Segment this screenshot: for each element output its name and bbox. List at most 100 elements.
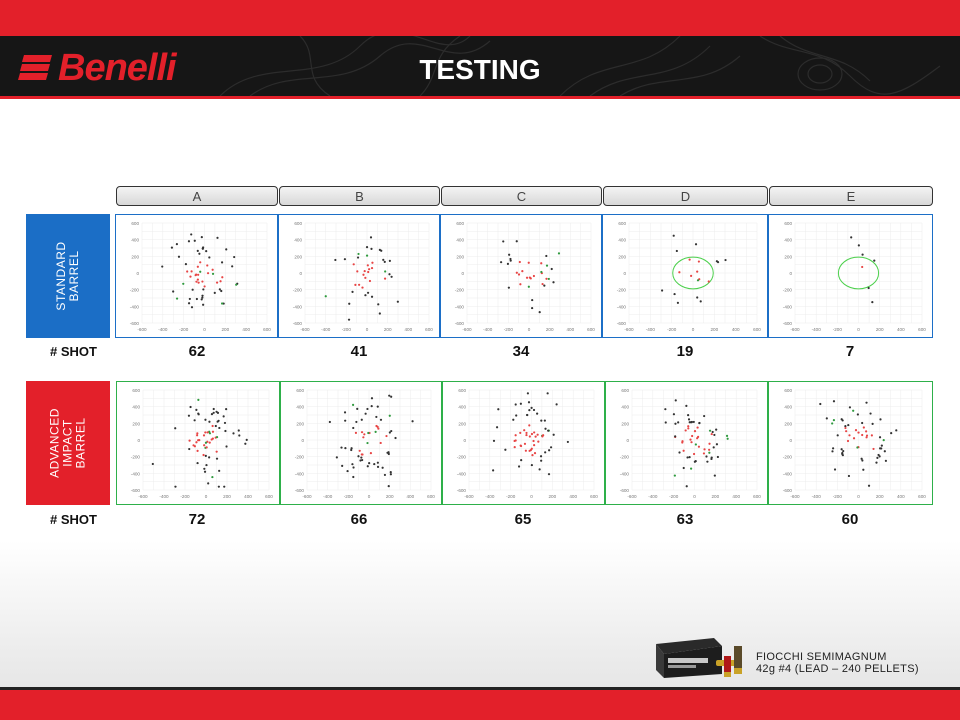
shot-point — [846, 439, 850, 443]
shot-point — [378, 312, 381, 315]
shot-point — [184, 263, 188, 266]
shot-point — [198, 252, 201, 255]
shot-point — [200, 235, 203, 239]
y-tick-label: 400 — [296, 405, 304, 410]
shot-point — [363, 269, 366, 273]
shot-point — [525, 433, 528, 437]
shot-point — [872, 447, 875, 451]
y-tick-label: -200 — [295, 455, 305, 460]
shot-point — [334, 258, 337, 262]
shot-point — [214, 424, 217, 428]
shot-point — [374, 430, 377, 433]
shot-point — [832, 400, 836, 403]
shot-point — [174, 427, 177, 430]
shot-point — [364, 412, 367, 415]
shot-point — [370, 247, 373, 250]
pattern-panel-advanced-e: 600 400 200 0 -200 -400 -600 -600 -400 -200 0 200 40… — [768, 381, 933, 505]
x-tick-label: -600 — [464, 494, 474, 499]
ammo-name: FIOCCHI SEMIMAGNUM — [756, 651, 887, 663]
scatter-plot: 600 400 200 0 -200 -400 -600-600 -400 -200 0 200 40… — [783, 221, 926, 332]
x-tick-label: -200 — [833, 494, 843, 499]
shot-point — [396, 300, 399, 303]
shot-point — [875, 461, 878, 464]
logo-mark-icon — [18, 53, 54, 83]
shot-point — [211, 272, 215, 275]
shot-point — [677, 421, 680, 424]
shot-point — [175, 297, 179, 300]
shot-point — [689, 438, 692, 441]
shot-point — [548, 449, 551, 452]
shot-point — [196, 265, 199, 268]
shot-label-advanced: # SHOT — [50, 512, 97, 527]
shot-point — [540, 459, 543, 462]
shot-point — [216, 236, 219, 239]
shot-point — [819, 402, 822, 406]
shot-point — [195, 280, 198, 283]
x-tick-label: 600 — [263, 327, 271, 332]
shot-point — [196, 461, 199, 465]
x-tick-label: -400 — [159, 494, 169, 499]
x-tick-label: 0 — [205, 494, 208, 499]
shot-point — [201, 294, 204, 297]
shot-point — [690, 467, 693, 470]
shot-point — [381, 466, 384, 469]
shot-point — [218, 288, 221, 291]
shot-point — [370, 397, 374, 400]
x-tick-label: 600 — [590, 494, 598, 499]
shot-point — [359, 459, 362, 462]
shot-point — [825, 417, 828, 420]
x-tick-label: 600 — [918, 494, 926, 499]
shot-point — [362, 436, 365, 439]
bottom-dark-line — [0, 687, 960, 690]
shot-point — [545, 254, 548, 258]
shot-point — [707, 280, 710, 283]
shot-point — [358, 449, 361, 452]
shot-point — [203, 285, 206, 288]
header-bar: Benelli — [0, 36, 960, 96]
y-tick-label: 600 — [618, 221, 626, 226]
shot-point — [366, 264, 369, 267]
shot-point — [539, 455, 543, 458]
shot-point — [681, 441, 684, 444]
shot-point — [690, 421, 693, 424]
shot-point — [529, 448, 532, 452]
shot-point — [538, 311, 541, 314]
shot-point — [688, 258, 691, 261]
y-tick-label: 0 — [789, 271, 792, 276]
shot-point — [347, 318, 351, 321]
y-tick-label: 600 — [294, 221, 302, 226]
shot-point — [517, 273, 521, 276]
shot-point — [379, 441, 382, 445]
shot-point — [221, 276, 224, 279]
y-tick-label: 0 — [299, 271, 302, 276]
shot-point — [541, 435, 544, 438]
pattern-panel-standard-c: 600 400 200 0 -200 -400 -600 -600 -400 -200 0 200 40… — [440, 214, 602, 338]
y-tick-label: -200 — [131, 455, 141, 460]
shot-point — [370, 295, 374, 298]
shot-point — [697, 445, 701, 448]
background-math-watermark — [0, 540, 960, 690]
y-tick-label: -600 — [295, 488, 305, 493]
shot-point — [368, 268, 371, 271]
y-tick-label: 0 — [137, 438, 140, 443]
shot-point — [873, 259, 876, 262]
shot-point — [884, 459, 887, 462]
shot-point — [708, 448, 711, 451]
shot-point — [231, 265, 234, 268]
x-tick-label: 0 — [203, 327, 206, 332]
shot-point — [357, 455, 360, 458]
shot-point — [220, 261, 224, 264]
shot-point — [857, 431, 860, 434]
shot-point — [699, 300, 702, 303]
y-tick-label: 400 — [618, 238, 626, 243]
shot-point — [541, 282, 544, 286]
shot-point — [502, 240, 505, 243]
scatter-plot: 600 400 200 0 -200 -400 -600-600 -400 -200 0 200 40… — [617, 221, 761, 332]
shot-point — [513, 446, 516, 449]
shot-point — [360, 418, 363, 421]
shot-count-advanced-e: 60 — [841, 511, 859, 528]
shot-point — [555, 403, 558, 406]
shot-point — [206, 431, 209, 434]
shot-point — [890, 432, 893, 435]
ammo-spec: 42g #4 (LEAD – 240 PELLETS) — [756, 663, 919, 675]
